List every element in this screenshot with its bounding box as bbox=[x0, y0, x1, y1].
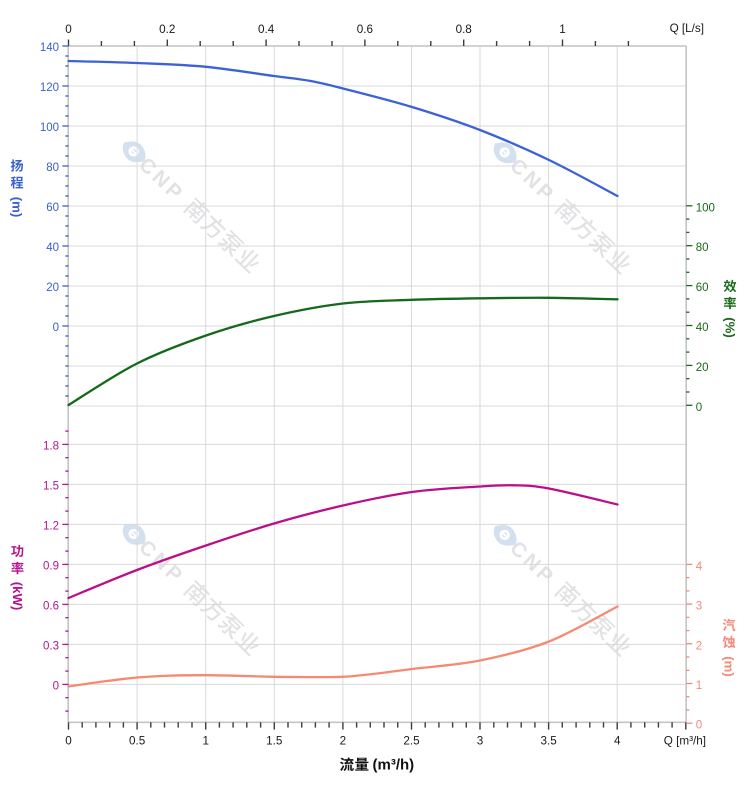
svg-text:4: 4 bbox=[614, 734, 621, 747]
svg-text:100: 100 bbox=[40, 122, 59, 134]
svg-text:0.4: 0.4 bbox=[258, 23, 275, 36]
svg-text:1.5: 1.5 bbox=[43, 480, 59, 492]
svg-text:100: 100 bbox=[696, 202, 715, 214]
svg-text:0.8: 0.8 bbox=[456, 23, 472, 36]
svg-text:40: 40 bbox=[46, 242, 59, 254]
svg-text:2: 2 bbox=[340, 734, 347, 747]
svg-text:(m): (m) bbox=[722, 656, 737, 677]
svg-text:3: 3 bbox=[696, 601, 702, 613]
svg-text:60: 60 bbox=[696, 282, 709, 294]
svg-text:1: 1 bbox=[202, 734, 209, 747]
svg-text:0: 0 bbox=[696, 402, 702, 414]
svg-text:20: 20 bbox=[46, 282, 59, 294]
svg-text:2: 2 bbox=[696, 640, 702, 652]
svg-text:0.9: 0.9 bbox=[43, 560, 59, 572]
svg-text:0.2: 0.2 bbox=[159, 23, 175, 36]
svg-text:0.6: 0.6 bbox=[357, 23, 373, 36]
svg-text:0.6: 0.6 bbox=[43, 600, 59, 612]
svg-text:(m): (m) bbox=[10, 197, 25, 218]
svg-text:0.5: 0.5 bbox=[129, 734, 146, 747]
svg-text:0: 0 bbox=[65, 23, 72, 36]
svg-text:4: 4 bbox=[696, 561, 703, 573]
svg-text:120: 120 bbox=[40, 82, 59, 94]
svg-text:(m³/h): (m³/h) bbox=[373, 757, 415, 774]
svg-text:1.8: 1.8 bbox=[43, 440, 59, 452]
svg-text:0: 0 bbox=[53, 322, 59, 334]
svg-text:0: 0 bbox=[53, 680, 59, 692]
svg-text:3: 3 bbox=[477, 734, 484, 747]
svg-text:1: 1 bbox=[696, 680, 702, 692]
svg-text:20: 20 bbox=[696, 362, 709, 374]
svg-text:60: 60 bbox=[46, 202, 59, 214]
svg-text:0: 0 bbox=[696, 720, 702, 732]
svg-text:1.2: 1.2 bbox=[43, 520, 59, 532]
svg-text:2.5: 2.5 bbox=[403, 734, 420, 747]
svg-text:80: 80 bbox=[46, 162, 59, 174]
svg-text:40: 40 bbox=[696, 322, 709, 334]
svg-text:(kW): (kW) bbox=[10, 582, 25, 611]
svg-text:80: 80 bbox=[696, 242, 709, 254]
svg-text:Q [L/s]: Q [L/s] bbox=[670, 22, 704, 35]
svg-text:140: 140 bbox=[40, 42, 59, 54]
svg-text:1: 1 bbox=[559, 23, 566, 36]
svg-text:0.3: 0.3 bbox=[43, 640, 59, 652]
svg-text:1.5: 1.5 bbox=[266, 734, 283, 747]
svg-text:(%): (%) bbox=[723, 317, 738, 338]
svg-text:Q [m³/h]: Q [m³/h] bbox=[664, 734, 706, 747]
svg-text:0: 0 bbox=[65, 734, 72, 747]
svg-text:3.5: 3.5 bbox=[540, 734, 557, 747]
